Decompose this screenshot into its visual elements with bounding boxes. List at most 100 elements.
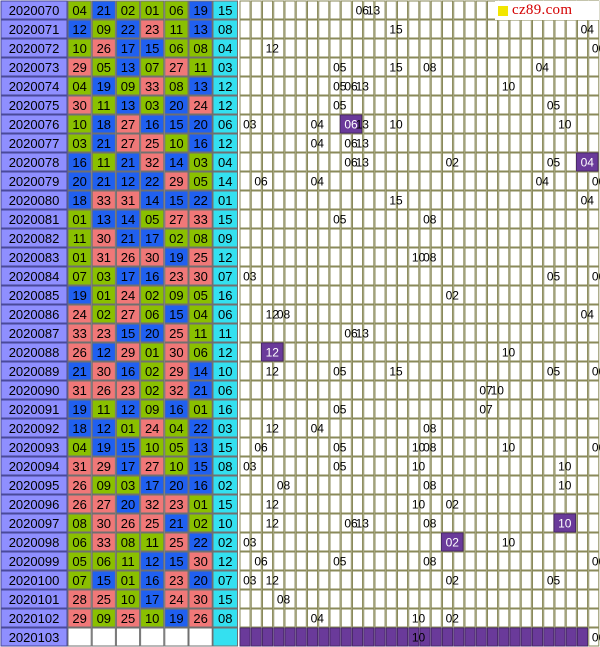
miss-cell bbox=[554, 456, 566, 476]
miss-cell bbox=[419, 627, 431, 647]
miss-cell bbox=[588, 627, 600, 647]
miss-value: 05 bbox=[333, 441, 347, 455]
red-ball-value: 27 bbox=[145, 459, 159, 474]
miss-cell bbox=[352, 285, 364, 305]
miss-cell bbox=[487, 171, 499, 191]
miss-cell bbox=[442, 399, 454, 419]
miss-cell bbox=[464, 513, 476, 533]
red-ball-cell bbox=[188, 133, 213, 153]
red-ball-cell bbox=[115, 19, 141, 39]
red-ball-value: 29 bbox=[169, 364, 183, 379]
miss-cell bbox=[487, 285, 499, 305]
miss-cell bbox=[577, 285, 589, 305]
miss-cell bbox=[262, 494, 274, 514]
miss-cell bbox=[588, 456, 600, 476]
miss-cell bbox=[284, 608, 296, 628]
red-ball-value: 16 bbox=[72, 155, 86, 170]
red-ball-cell bbox=[91, 475, 116, 495]
red-ball-value: 19 bbox=[169, 250, 183, 265]
miss-cell bbox=[588, 418, 600, 438]
miss-cell bbox=[464, 285, 476, 305]
red-ball-value: 27 bbox=[121, 117, 135, 132]
red-ball-value: 16 bbox=[169, 402, 183, 417]
miss-cell bbox=[543, 418, 555, 438]
miss-cell bbox=[250, 323, 262, 343]
miss-cell bbox=[329, 380, 341, 400]
red-ball-cell bbox=[115, 342, 141, 362]
miss-cell bbox=[419, 342, 431, 362]
miss-cell bbox=[554, 304, 566, 324]
miss-cell bbox=[273, 114, 285, 134]
red-ball-cell bbox=[140, 437, 165, 457]
red-ball-cell bbox=[91, 19, 116, 39]
miss-cell bbox=[262, 437, 274, 457]
blue-ball-value: 15 bbox=[218, 440, 232, 455]
miss-cell bbox=[374, 114, 386, 134]
miss-cell bbox=[318, 114, 330, 134]
miss-cell bbox=[554, 608, 566, 628]
miss-cell bbox=[453, 570, 465, 590]
red-ball-cell bbox=[164, 532, 189, 552]
miss-cell bbox=[307, 95, 319, 115]
miss-cell bbox=[374, 608, 386, 628]
miss-cell bbox=[374, 551, 386, 571]
miss-value: 05 bbox=[333, 61, 347, 75]
miss-cell bbox=[577, 76, 589, 96]
blue-ball-value: 08 bbox=[218, 459, 232, 474]
miss-cell bbox=[419, 475, 431, 495]
miss-cell bbox=[307, 76, 319, 96]
miss-cell bbox=[318, 399, 330, 419]
red-ball-cell bbox=[91, 361, 116, 381]
red-ball-value: 21 bbox=[193, 383, 207, 398]
miss-cell bbox=[363, 57, 375, 77]
miss-cell bbox=[464, 570, 476, 590]
miss-cell bbox=[588, 247, 600, 267]
miss-cell bbox=[487, 475, 499, 495]
miss-cell bbox=[284, 76, 296, 96]
red-ball-value: 03 bbox=[72, 136, 86, 151]
miss-cell bbox=[554, 380, 566, 400]
miss-cell bbox=[577, 551, 589, 571]
blue-ball-cell bbox=[212, 532, 238, 552]
miss-cell bbox=[464, 57, 476, 77]
miss-cell bbox=[340, 19, 352, 39]
red-ball-cell bbox=[164, 570, 189, 590]
miss-value: 08 bbox=[423, 441, 437, 455]
miss-value: 03 bbox=[243, 536, 257, 550]
miss-value: 12 bbox=[266, 574, 280, 588]
red-ball-cell bbox=[164, 95, 189, 115]
miss-cell bbox=[329, 399, 341, 419]
red-ball-cell bbox=[140, 418, 165, 438]
miss-cell bbox=[295, 152, 307, 172]
miss-cell bbox=[408, 285, 420, 305]
miss-cell bbox=[487, 608, 499, 628]
red-ball-cell bbox=[140, 190, 165, 210]
miss-cell bbox=[487, 513, 499, 533]
miss-cell bbox=[363, 247, 375, 267]
red-ball-cell bbox=[115, 494, 141, 514]
miss-cell bbox=[340, 380, 352, 400]
red-ball-value: 08 bbox=[193, 231, 207, 246]
miss-cell bbox=[239, 608, 251, 628]
blue-ball-value: 03 bbox=[218, 421, 232, 436]
blue-ball-cell bbox=[212, 209, 238, 229]
miss-cell bbox=[554, 361, 566, 381]
miss-cell bbox=[554, 266, 566, 286]
miss-cell bbox=[318, 19, 330, 39]
miss-cell bbox=[419, 361, 431, 381]
miss-cell bbox=[408, 247, 420, 267]
miss-cell bbox=[464, 361, 476, 381]
miss-cell bbox=[498, 190, 510, 210]
miss-cell bbox=[453, 76, 465, 96]
miss-cell bbox=[374, 19, 386, 39]
miss-cell bbox=[498, 76, 510, 96]
red-ball-cell bbox=[67, 247, 92, 267]
miss-cell bbox=[520, 266, 532, 286]
miss-cell bbox=[239, 627, 251, 647]
red-ball-cell bbox=[164, 399, 189, 419]
miss-cell bbox=[329, 152, 341, 172]
miss-cell bbox=[543, 209, 555, 229]
red-ball-value: 20 bbox=[72, 174, 86, 189]
miss-cell bbox=[385, 19, 397, 39]
red-ball-cell bbox=[115, 266, 141, 286]
